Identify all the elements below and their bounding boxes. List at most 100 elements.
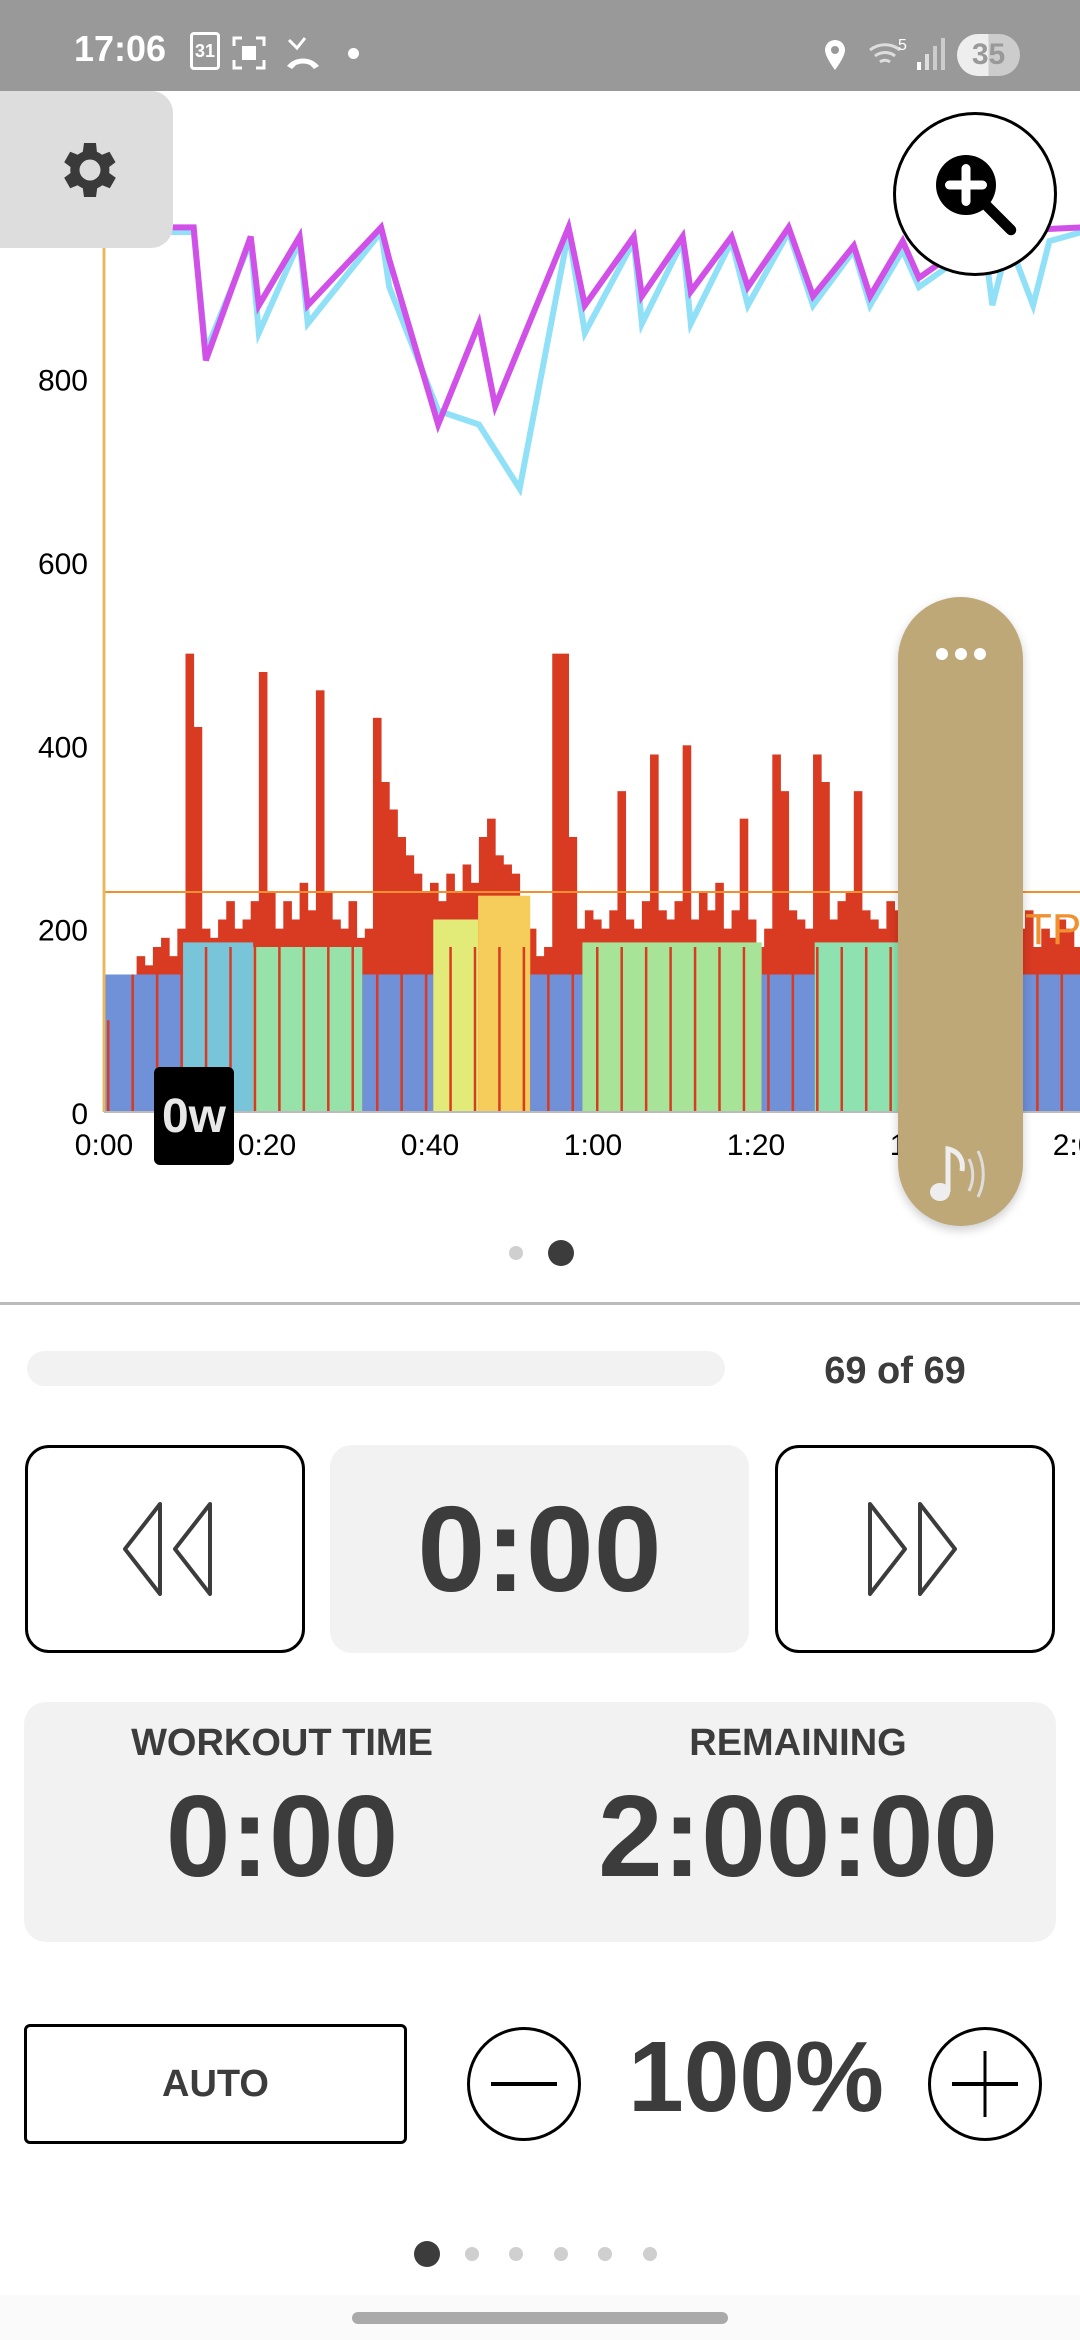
previous-interval-button[interactable] — [25, 1445, 305, 1653]
screenshot-icon — [232, 36, 266, 70]
location-icon — [825, 40, 845, 70]
next-interval-button[interactable] — [775, 1445, 1055, 1653]
music-note-icon — [930, 1145, 985, 1201]
power-bar — [864, 946, 868, 1112]
workout-time-value: 0:00 — [165, 1771, 399, 1901]
power-bar — [131, 974, 134, 1112]
side-panel-handle[interactable] — [898, 597, 1023, 1226]
divider — [0, 1302, 1080, 1305]
power-bar — [204, 946, 208, 1112]
y-tick-label: 0 — [71, 1098, 88, 1131]
power-bar — [547, 946, 550, 1112]
tp-label: TP — [1025, 905, 1080, 954]
auto-button[interactable]: AUTO — [24, 2024, 407, 2144]
zone-bar — [433, 919, 479, 1112]
power-bar — [351, 946, 354, 1112]
more-options-button[interactable] — [935, 647, 987, 661]
page-dot[interactable] — [509, 2247, 524, 2261]
power-bar — [718, 946, 721, 1112]
page-dot[interactable] — [509, 1246, 523, 1260]
power-bar — [375, 946, 379, 1112]
power-bar — [552, 653, 561, 1112]
power-bar — [327, 946, 330, 1112]
zone-bar — [582, 942, 762, 1112]
ellipsis-icon — [936, 648, 986, 660]
power-bar — [620, 946, 623, 1112]
power-bar — [669, 946, 672, 1112]
increase-intensity-button[interactable] — [928, 2027, 1042, 2141]
power-bar — [813, 754, 822, 1112]
series-line — [104, 217, 1080, 434]
power-bar — [253, 946, 257, 1112]
fast-forward-icon — [868, 1502, 957, 1596]
power-bar — [498, 946, 501, 1112]
series-lines — [104, 217, 1080, 497]
power-bar — [400, 946, 403, 1112]
x-tick-label: 0:00 — [75, 1129, 133, 1162]
power-bar — [229, 946, 232, 1112]
power-bar — [767, 946, 770, 1112]
remaining-stat: REMAINING 2:00:00 — [540, 1702, 1056, 1901]
y-tick-label: 600 — [38, 548, 88, 581]
power-bar — [424, 946, 428, 1112]
power-bar — [1036, 946, 1039, 1112]
zone-bar — [253, 946, 363, 1112]
power-bar — [302, 946, 306, 1112]
page-dot[interactable] — [598, 2247, 613, 2261]
power-bar — [449, 946, 452, 1112]
interval-time: 0:00 — [330, 1445, 749, 1653]
power-bar — [107, 1020, 110, 1112]
power-bar — [381, 781, 390, 1112]
rewind-icon — [123, 1502, 212, 1596]
power-bar — [791, 946, 795, 1112]
x-tick-label: 2:00 — [1053, 1129, 1080, 1162]
power-bar — [389, 809, 398, 1112]
plus-icon — [952, 2051, 1018, 2117]
page-dot[interactable] — [643, 2247, 657, 2261]
page-dot[interactable] — [553, 2247, 568, 2261]
power-bar — [180, 946, 183, 1112]
power-bar — [596, 946, 599, 1112]
power-bar — [742, 946, 746, 1112]
remaining-value: 2:00:00 — [598, 1771, 998, 1901]
intensity-value: 100% — [628, 2021, 884, 2133]
zoom-in-icon — [936, 155, 1017, 236]
power-bar — [693, 946, 697, 1112]
x-tick-label: 1:00 — [564, 1129, 622, 1162]
y-tick-labels: 0 200 400 600 800 — [38, 365, 88, 1131]
y-tick-label: 200 — [38, 915, 88, 948]
x-tick-label: 1:20 — [727, 1129, 785, 1162]
notification-dot-icon — [348, 48, 359, 59]
power-bar — [473, 946, 477, 1112]
zone-bar — [530, 974, 583, 1112]
power-bar — [772, 754, 781, 1112]
settings-button[interactable] — [0, 91, 173, 248]
power-bar — [522, 946, 526, 1112]
power-bar — [1060, 946, 1064, 1112]
power-bar — [816, 946, 819, 1112]
page-dot[interactable] — [548, 1240, 574, 1266]
workout-time-stat: WORKOUT TIME 0:00 — [24, 1702, 540, 1901]
x-tick-label: 0:20 — [238, 1129, 296, 1162]
music-button[interactable] — [923, 1137, 993, 1207]
page-dot[interactable] — [464, 2247, 479, 2261]
power-bar — [155, 946, 159, 1112]
svg-text:5: 5 — [898, 37, 907, 54]
workout-progress-bar — [27, 1351, 725, 1386]
page-dot[interactable] — [414, 2241, 440, 2267]
zoom-in-button[interactable] — [893, 112, 1057, 276]
workout-time-label: WORKOUT TIME — [131, 1722, 433, 1764]
power-bar — [840, 946, 843, 1112]
status-time: 17:06 — [74, 28, 167, 69]
time-stats-panel: WORKOUT TIME 0:00 REMAINING 2:00:00 — [24, 1702, 1056, 1942]
power-bar — [372, 717, 382, 1112]
decrease-intensity-button[interactable] — [467, 2027, 581, 2141]
y-tick-label: 800 — [38, 365, 88, 398]
power-bar — [185, 653, 195, 1112]
gear-icon — [63, 142, 116, 197]
power-bar — [650, 754, 659, 1112]
minus-icon — [491, 2082, 557, 2086]
battery-icon: 35 — [957, 34, 1020, 76]
gesture-handle[interactable] — [352, 2312, 728, 2324]
wifi-icon: 5 — [869, 37, 907, 64]
